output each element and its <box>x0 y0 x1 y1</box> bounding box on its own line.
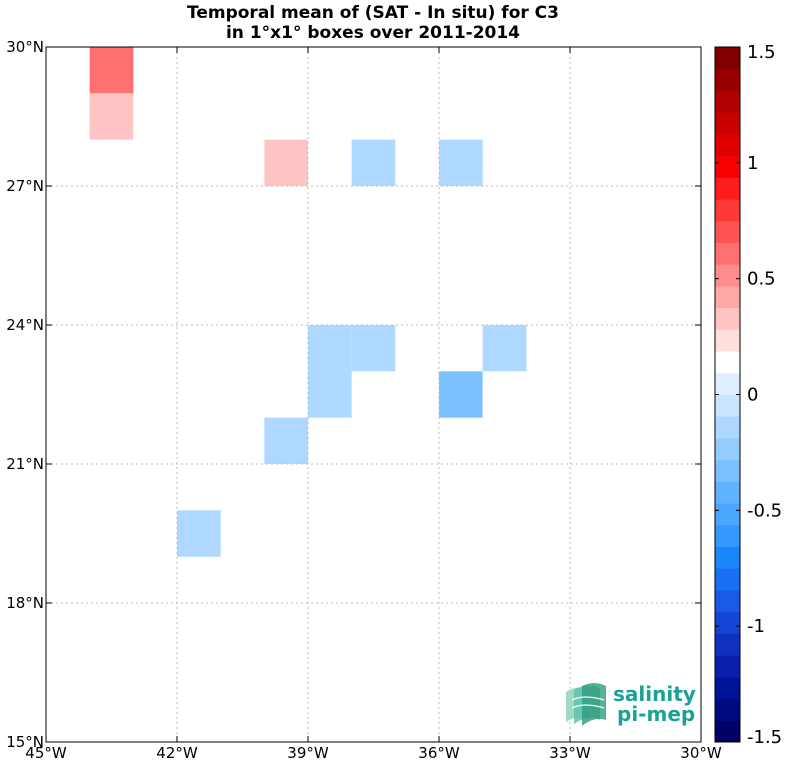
colorbar-segment <box>715 416 740 439</box>
heatmap-cell <box>308 139 352 186</box>
x-tick-label: 36°W <box>418 744 460 762</box>
heatmap-cell <box>177 325 221 372</box>
colorbar-tick-label: 0 <box>747 385 758 406</box>
x-axis: 45°W 42°W 39°W 36°W 33°W 30°W <box>25 47 722 762</box>
x-tick-label: 30°W <box>680 744 722 762</box>
colorbar-segment <box>715 329 740 352</box>
heatmap-cell <box>351 186 396 233</box>
colorbar-segment <box>715 220 740 243</box>
colorbar-ticks: 1.5 1 0.5 0 -0.5 -1 -1.5 <box>715 42 782 748</box>
heatmap-cell <box>308 232 352 279</box>
y-tick-label: 21°N <box>6 455 44 473</box>
colorbar-segment <box>715 112 740 135</box>
colorbar-segment <box>715 524 740 548</box>
colorbar-segment <box>715 199 740 222</box>
colorbar-segment <box>715 177 740 200</box>
colorbar-segment <box>715 68 740 91</box>
heatmap-cell <box>89 93 134 140</box>
colorbar-segment <box>715 633 740 656</box>
colorbar-segment <box>715 242 740 265</box>
colorbar-segment <box>715 676 740 700</box>
heatmap-cell <box>308 186 352 233</box>
logo-text-salinity: salinity <box>613 682 696 706</box>
colorbar-segment <box>715 133 740 157</box>
colorbar-segment <box>715 307 740 330</box>
heatmap-cell <box>133 371 177 418</box>
colorbar-segment <box>715 503 740 526</box>
y-tick-label: 18°N <box>6 594 44 612</box>
colorbar-segment <box>715 394 740 417</box>
heatmap-cell <box>308 371 352 418</box>
colorbar-tick-label: 1.5 <box>747 42 776 63</box>
colorbar <box>714 46 741 743</box>
colorbar-segment <box>715 285 740 309</box>
colorbar-segment <box>715 698 740 721</box>
colorbar-segment <box>715 459 740 482</box>
y-tick-label: 24°N <box>6 316 44 334</box>
heatmap-cell <box>133 278 177 325</box>
heatmap-cells <box>46 47 527 557</box>
x-tick-label: 39°W <box>287 744 329 762</box>
logo-wave-icon <box>566 683 606 726</box>
colorbar-segment <box>715 481 740 504</box>
heatmap-cell <box>264 139 308 186</box>
heatmap-cell <box>177 510 221 557</box>
chart-title-line-1: Temporal mean of (SAT - In situ) for C3 <box>187 3 559 23</box>
heatmap-cell <box>220 186 265 233</box>
heatmap-cell <box>308 325 352 372</box>
heatmap-cell <box>439 371 483 418</box>
heatmap-cell <box>133 93 177 140</box>
y-tick-label: 15°N <box>6 733 44 751</box>
colorbar-segment <box>715 264 740 287</box>
heatmap-cell <box>351 325 396 372</box>
colorbar-segment <box>715 611 740 634</box>
heatmap-cell <box>351 47 396 94</box>
chart-title-line-2: in 1°x1° boxes over 2011-2014 <box>226 23 520 43</box>
y-tick-label: 27°N <box>6 177 44 195</box>
logo-text-pi-mep: pi-mep <box>617 702 695 726</box>
colorbar-segment <box>715 90 740 113</box>
colorbar-tick-label: -1.5 <box>747 727 782 748</box>
heatmap-cell <box>351 278 396 325</box>
colorbar-segment <box>715 655 740 678</box>
colorbar-segment <box>715 351 740 374</box>
colorbar-tick-label: -0.5 <box>747 500 782 521</box>
grid-lines <box>46 47 701 742</box>
heatmap-cell <box>220 325 265 372</box>
x-tick-label: 42°W <box>156 744 198 762</box>
heatmap-cell <box>351 139 396 186</box>
colorbar-tick-label: 1 <box>747 153 758 174</box>
heatmap-cell <box>177 232 221 279</box>
heatmap-cell <box>89 47 134 94</box>
colorbar-segment <box>715 568 740 591</box>
heatmap-cell <box>439 139 483 186</box>
plot-frame <box>45 46 702 743</box>
y-axis: 15°N 18°N 21°N 24°N 27°N 30°N <box>6 38 701 751</box>
colorbar-segment <box>715 589 740 613</box>
heatmap-cell <box>482 371 527 418</box>
heatmap-cell <box>482 325 527 372</box>
colorbar-tick-label: -1 <box>747 616 765 637</box>
colorbar-segment <box>715 372 740 395</box>
colorbar-segment <box>715 155 740 178</box>
x-tick-label: 33°W <box>549 744 591 762</box>
salinity-pi-mep-logo: salinity pi-mep <box>566 682 696 726</box>
colorbar-tick-label: 0.5 <box>747 269 776 290</box>
heatmap-cell <box>177 139 221 186</box>
x-tick-label: 45°W <box>25 744 67 762</box>
colorbar-segment <box>715 720 740 743</box>
colorbar-segment <box>715 437 740 461</box>
heatmap-cell <box>46 232 90 279</box>
colorbar-segment <box>715 47 740 70</box>
y-tick-label: 30°N <box>6 38 44 56</box>
colorbar-segment <box>715 546 740 569</box>
heatmap-cell <box>439 464 483 511</box>
heatmap-cell <box>264 417 308 464</box>
